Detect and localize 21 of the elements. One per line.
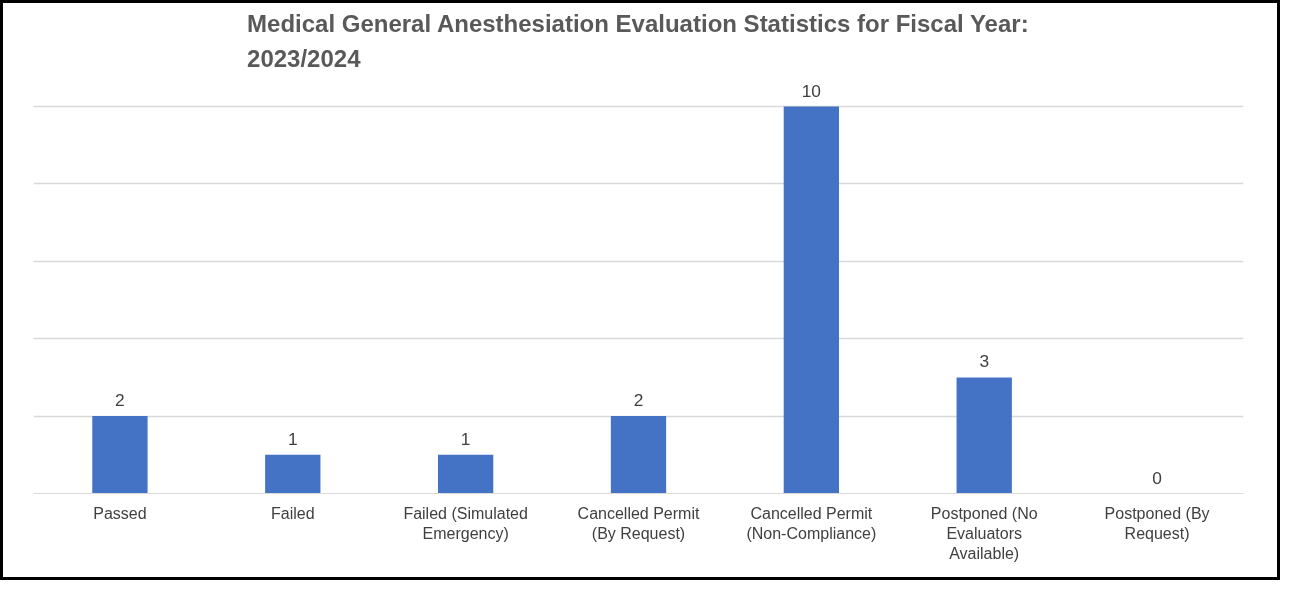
data-label: 2	[115, 390, 125, 411]
x-tick-label: Postponed (By Request)	[1104, 504, 1210, 542]
data-label: 10	[801, 80, 821, 101]
data-label: 3	[979, 351, 990, 372]
x-tick-label: Failed (Simulated Emergency)	[403, 504, 528, 542]
bar	[92, 416, 148, 494]
bar	[265, 454, 321, 494]
x-tick-label: Passed	[93, 504, 147, 522]
bar	[956, 377, 1012, 494]
bar	[437, 454, 494, 494]
data-label: 0	[1152, 467, 1162, 488]
data-label: 1	[287, 428, 298, 449]
x-tick-label: Failed	[271, 504, 315, 522]
data-label: 2	[633, 390, 644, 411]
bar	[610, 416, 667, 494]
data-label: 1	[460, 428, 471, 449]
bar	[783, 106, 840, 494]
chart-title: Medical General Anesthesiation Evaluation Statistics for Fiscal Year: 2023/2024	[247, 10, 1029, 73]
x-tick-label: Cancelled Permit (Non-Compliance)	[746, 504, 877, 542]
x-tick-label: Postponed (No Evaluators Available)	[930, 504, 1038, 563]
x-tick-label: Cancelled Permit (By Request)	[577, 504, 700, 542]
